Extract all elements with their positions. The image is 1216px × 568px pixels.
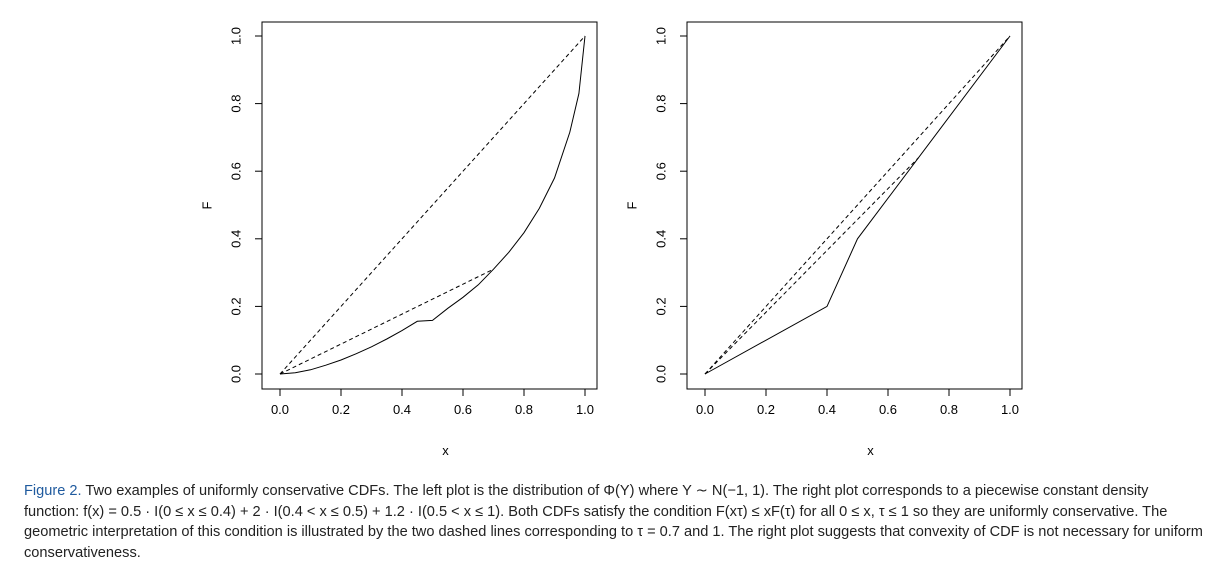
figure: 0.0 0.2 0.4 0.6 0.8 1.0 0.0 0.2 0.4 0.6 0.8 1.0 x F 0… (195, 0, 1040, 470)
left-x-tick-label: 1.0 (576, 402, 594, 417)
left-y-tick-label: 1.0 (229, 27, 244, 45)
figure-caption: Figure 2. Two examples of uniformly cons… (24, 481, 1204, 563)
right-x-tick-label: 0.6 (879, 402, 897, 417)
figure-label: Figure 2. (24, 483, 82, 499)
right-plot-svg: 0.0 0.2 0.4 0.6 0.8 1.0 0.0 0.2 0.4 0.6 0.8 1.0 x F (625, 21, 1023, 458)
right-x-axis-label: x (867, 443, 874, 458)
right-y-tick-label: 0.6 (654, 162, 669, 180)
right-series-dashed-line-1 (704, 35, 1011, 375)
right-x-tick-label: 1.0 (1001, 402, 1019, 417)
left-x-axis-label: x (442, 443, 449, 458)
right-series-cdf-curve (704, 35, 1011, 375)
right-y-tick-label: 1.0 (654, 27, 669, 45)
left-x-tick-label: 0.0 (271, 402, 289, 417)
left-y-tick-label: 0.0 (229, 365, 244, 383)
right-plot-frame (686, 21, 1023, 390)
left-y-axis-label: F (200, 201, 215, 209)
right-y-tick-label: 0.4 (654, 230, 669, 248)
right-y-tick-label: 0.0 (654, 365, 669, 383)
left-y-tick-label: 0.4 (229, 230, 244, 248)
right-x-tick-label: 0.4 (818, 402, 836, 417)
right-x-tick-label: 0.8 (940, 402, 958, 417)
left-y-tick-label: 0.6 (229, 162, 244, 180)
left-x-tick-label: 0.6 (454, 402, 472, 417)
left-x-tick-label: 0.2 (332, 402, 350, 417)
right-x-tick-label: 0.0 (696, 402, 714, 417)
figure-caption-text: Two examples of uniformly conservative C… (24, 483, 1203, 561)
right-plot: 0.0 0.2 0.4 0.6 0.8 1.0 0.0 0.2 0.4 0.6 0.8 1.0 x F (620, 0, 1040, 470)
left-plot: 0.0 0.2 0.4 0.6 0.8 1.0 0.0 0.2 0.4 0.6 0.8 1.0 x F (195, 0, 615, 470)
right-y-tick-label: 0.8 (654, 95, 669, 113)
right-x-tick-label: 0.2 (757, 402, 775, 417)
right-series-dashed-line-2 (704, 157, 919, 375)
left-series-dashed-line-2 (279, 268, 494, 375)
left-series-dashed-line-1 (279, 35, 586, 375)
right-y-tick-label: 0.2 (654, 297, 669, 315)
left-y-tick-label: 0.8 (229, 95, 244, 113)
left-series-cdf-curve (279, 35, 586, 375)
left-x-tick-label: 0.4 (393, 402, 411, 417)
left-plot-frame (261, 21, 598, 390)
left-y-tick-label: 0.2 (229, 297, 244, 315)
left-x-tick-label: 0.8 (515, 402, 533, 417)
right-y-axis-label: F (625, 201, 640, 209)
left-plot-svg: 0.0 0.2 0.4 0.6 0.8 1.0 0.0 0.2 0.4 0.6 0.8 1.0 x F (200, 21, 598, 458)
